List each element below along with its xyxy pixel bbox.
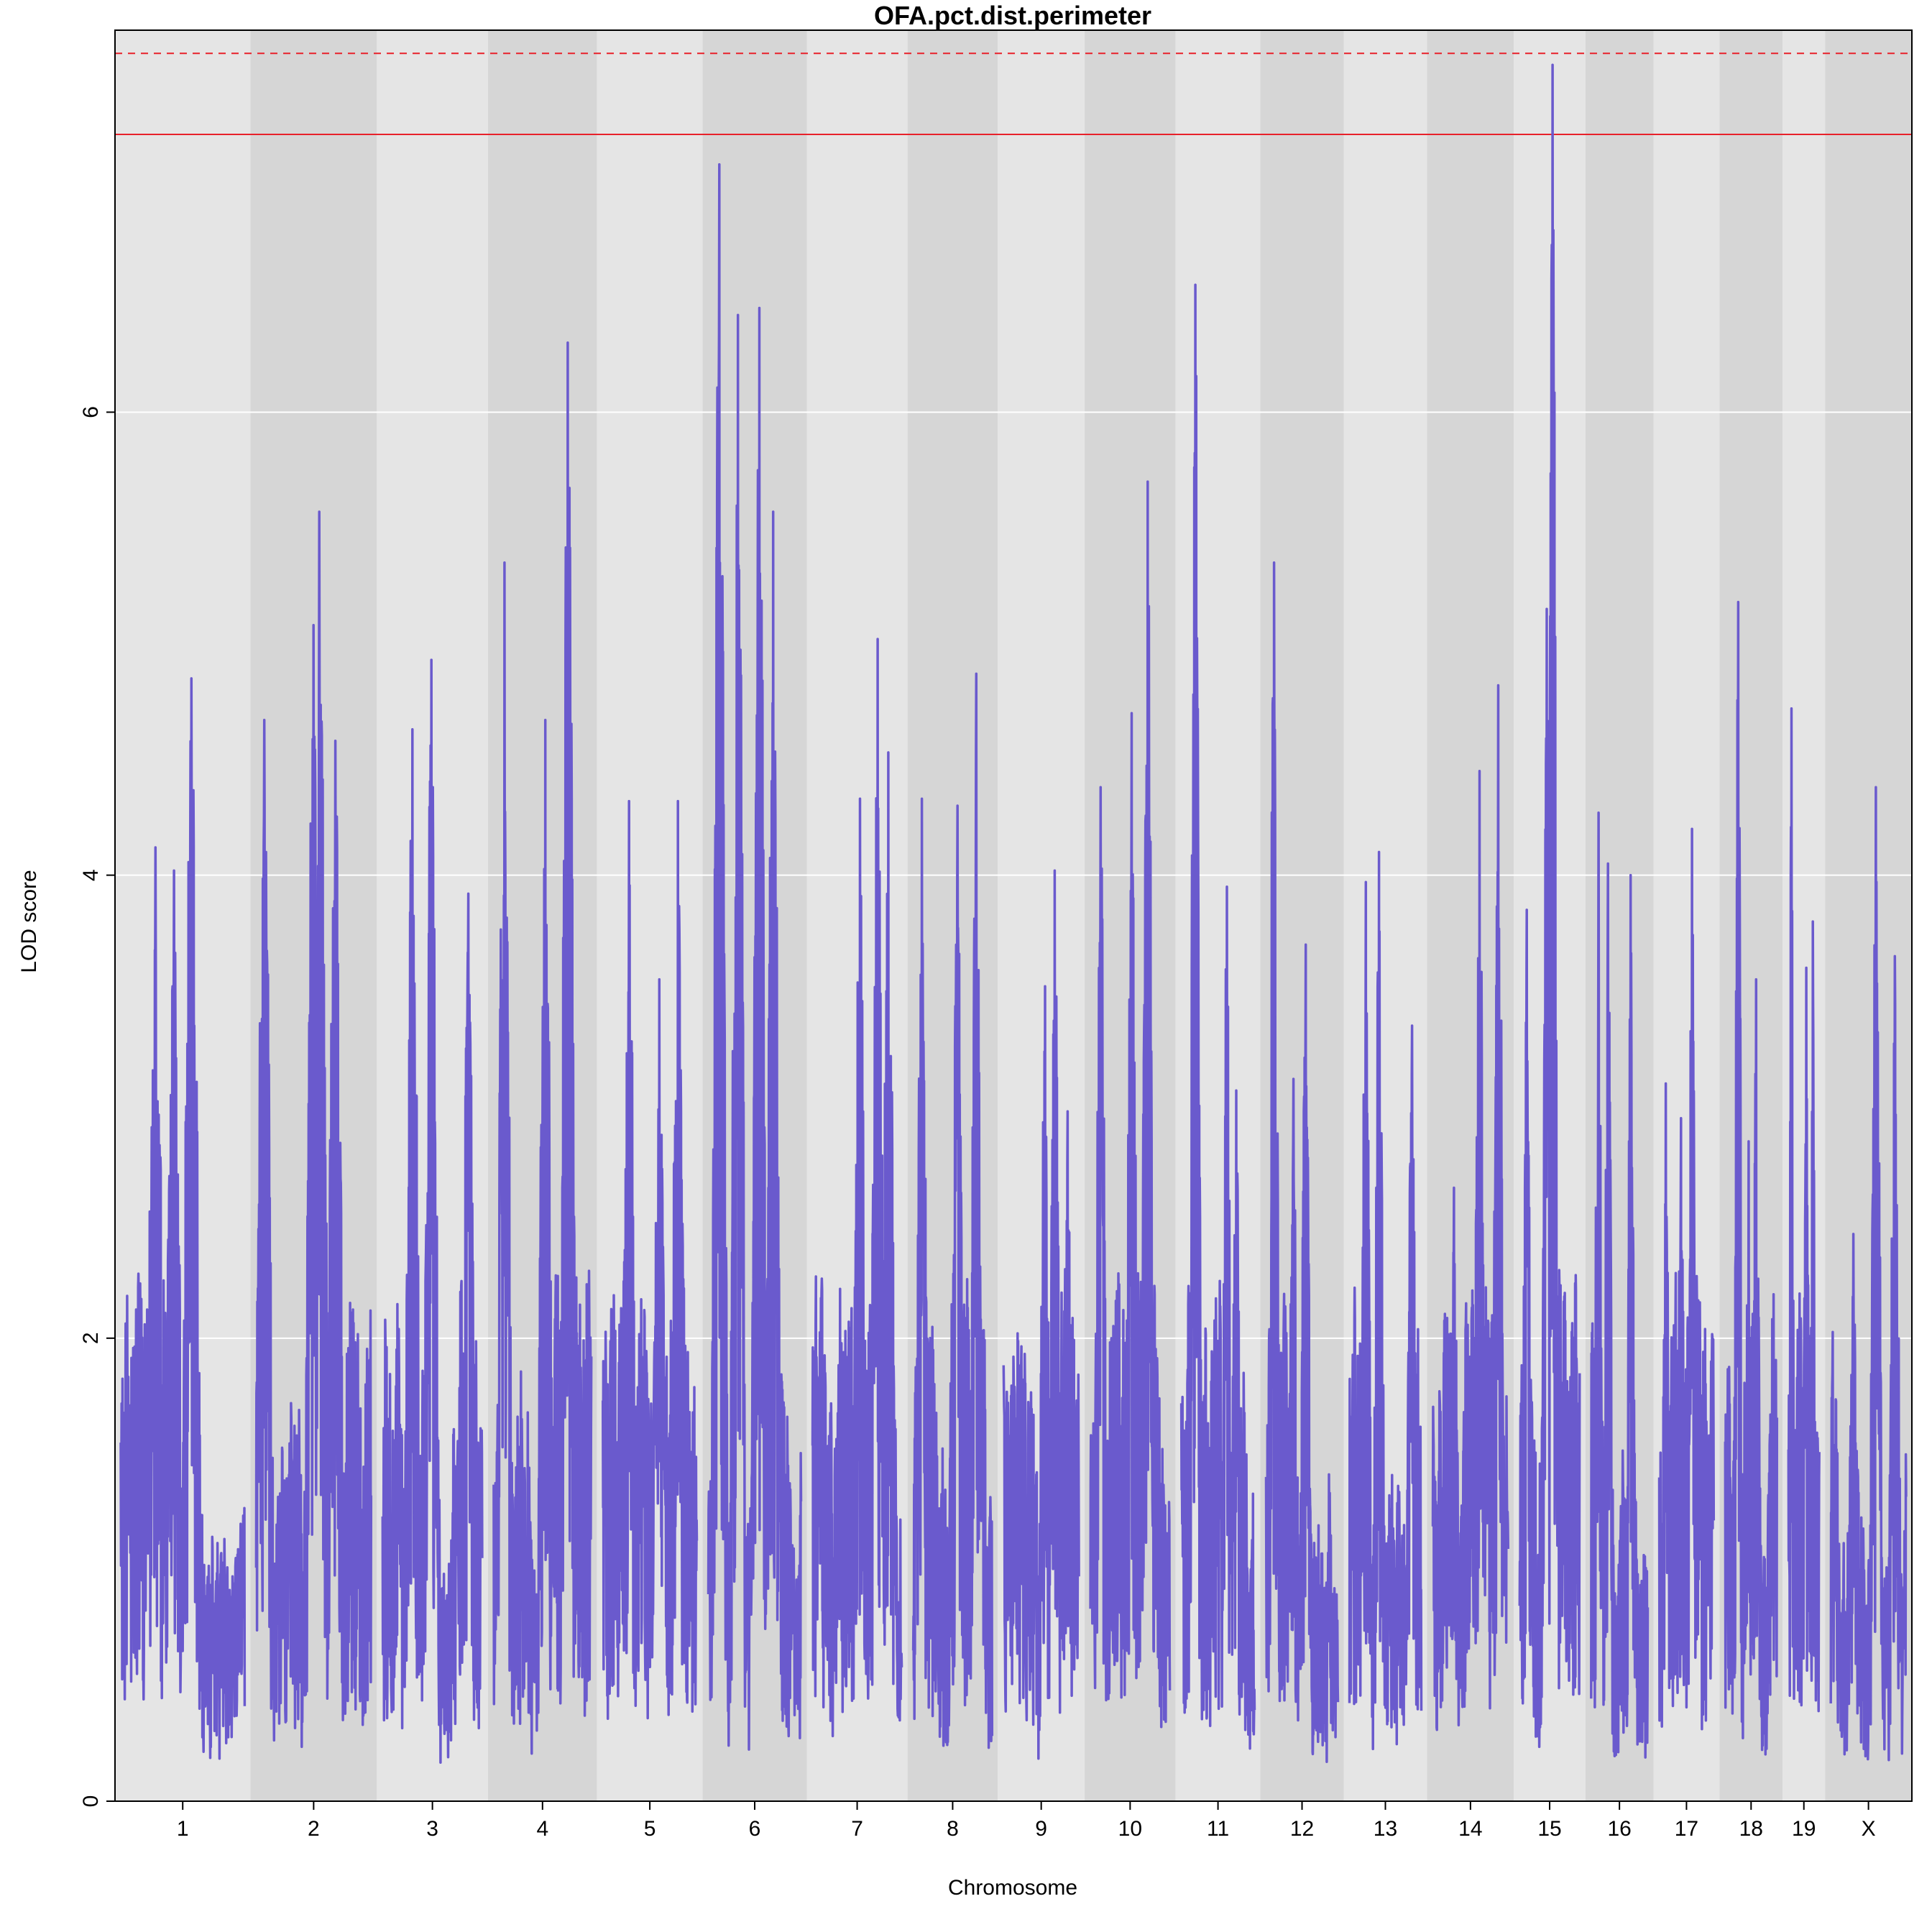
y-tick-label: 0 bbox=[79, 1795, 103, 1808]
lod-line-chr-2 bbox=[254, 510, 373, 1749]
x-tick-label: 19 bbox=[1792, 1817, 1816, 1841]
lod-line-chr-16 bbox=[1590, 811, 1650, 1759]
x-tick-label: 6 bbox=[749, 1817, 761, 1841]
lod-line-chr-7 bbox=[811, 638, 903, 1738]
x-tick-label: 17 bbox=[1675, 1817, 1698, 1841]
lod-line-chr-10 bbox=[1089, 480, 1172, 1729]
y-tick-label: 6 bbox=[79, 406, 103, 418]
x-tick-label: 5 bbox=[644, 1817, 656, 1841]
lod-line-chr-12 bbox=[1264, 561, 1340, 1763]
x-tick-label: 16 bbox=[1607, 1817, 1631, 1841]
x-tick-label: 11 bbox=[1207, 1817, 1229, 1841]
x-tick-label: 1 bbox=[177, 1817, 189, 1841]
y-axis-label: LOD score bbox=[17, 870, 41, 972]
x-tick-label: 12 bbox=[1290, 1817, 1314, 1841]
lod-line-chr-3 bbox=[381, 658, 484, 1765]
x-axis-label: Chromosome bbox=[948, 1876, 1077, 1900]
lod-line-chr-17 bbox=[1657, 827, 1716, 1731]
x-tick-label: 8 bbox=[947, 1817, 959, 1841]
plot-frame bbox=[114, 29, 1913, 1802]
x-tick-label: 10 bbox=[1118, 1817, 1142, 1841]
x-tick-label: 13 bbox=[1374, 1817, 1397, 1841]
lod-line-chr-11 bbox=[1179, 283, 1256, 1750]
lod-series bbox=[119, 63, 1908, 1765]
x-axis: 1 2 3 4 5 6 7 8 9 10 11 12 13 14 15 16 17 18 19 X bbox=[177, 1801, 1876, 1841]
lod-line-chr-19 bbox=[1787, 707, 1821, 1713]
y-tick-label: 2 bbox=[79, 1332, 103, 1344]
lod-line-chr-X bbox=[1829, 786, 1908, 1762]
x-tick-label: 2 bbox=[308, 1817, 320, 1841]
x-tick-label: X bbox=[1862, 1817, 1876, 1841]
x-tick-label: 15 bbox=[1537, 1817, 1561, 1841]
lod-line-chr-13 bbox=[1348, 850, 1423, 1751]
x-tick-label: 4 bbox=[536, 1817, 548, 1841]
x-tick-label: 9 bbox=[1035, 1817, 1047, 1841]
lod-line-chr-8 bbox=[911, 672, 994, 1749]
x-tick-label: 3 bbox=[426, 1817, 438, 1841]
lod-line-chr-1 bbox=[119, 677, 247, 1760]
lod-line-chr-18 bbox=[1724, 600, 1779, 1756]
x-tick-label: 14 bbox=[1458, 1817, 1482, 1841]
y-tick-label: 4 bbox=[79, 869, 103, 881]
y-axis: 0 2 4 6 bbox=[79, 406, 115, 1807]
lod-line-chr-9 bbox=[1002, 869, 1080, 1760]
lod-line-chr-6 bbox=[707, 163, 803, 1751]
lod-line-chr-4 bbox=[492, 341, 593, 1755]
threshold-lines bbox=[115, 52, 1912, 135]
x-tick-label: 7 bbox=[851, 1817, 863, 1841]
lod-line-chr-14 bbox=[1431, 684, 1510, 1731]
x-tick-label: 18 bbox=[1739, 1817, 1763, 1841]
chart-title: OFA.pct.dist.perimeter bbox=[874, 1, 1151, 30]
lod-line-chr-5 bbox=[601, 799, 699, 1720]
lod-line-chr-15 bbox=[1518, 63, 1581, 1749]
